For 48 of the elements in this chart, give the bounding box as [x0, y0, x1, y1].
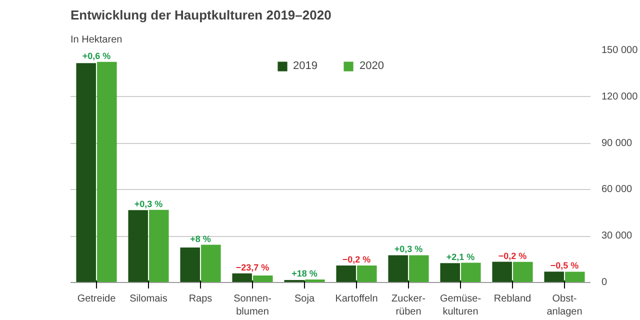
annotation: −0,5 %: [550, 260, 579, 271]
bar: [357, 266, 377, 282]
bar: [513, 262, 533, 282]
x-tick-label: Kartoffeln: [335, 294, 378, 304]
bar: [492, 262, 512, 282]
legend-label: 2020: [360, 60, 384, 72]
x-tick-label: Sonnen- blumen: [234, 294, 272, 318]
annotation: −0,2 %: [342, 254, 371, 264]
annotation: −23,7 %: [236, 262, 270, 272]
x-tick-label: Silomais: [130, 294, 168, 304]
bar: [149, 210, 169, 282]
annotation: +18 %: [292, 268, 318, 278]
bar: [232, 273, 252, 282]
bar: [544, 272, 564, 282]
annotation: +0,3 %: [134, 198, 163, 209]
x-tick-label: Zucker- rüben: [392, 294, 426, 318]
bar: [253, 276, 273, 282]
y-tick-label: 120 000: [602, 91, 638, 102]
bar: [97, 62, 117, 282]
bar: [388, 255, 408, 282]
bar: [409, 255, 429, 282]
bar: [180, 248, 200, 282]
bar: [128, 210, 148, 282]
annotation: +0,3 %: [394, 244, 423, 254]
x-tick-label: Soja: [294, 294, 315, 304]
annotation: +8 %: [190, 234, 211, 244]
bar: [440, 263, 460, 282]
annotation: −0,2 %: [498, 250, 527, 261]
bar: [565, 272, 585, 282]
x-tick-label: Raps: [188, 294, 212, 304]
y-tick-label: 60 000: [602, 184, 633, 196]
x-tick-label: Rebland: [494, 294, 532, 304]
x-tick-label: Getreide: [77, 294, 116, 304]
bar: [336, 265, 356, 282]
chart-subtitle: In Hektaren: [70, 34, 122, 46]
y-tick-label: 150 000: [602, 45, 638, 56]
bar: [76, 63, 96, 282]
x-tick-label: Gemüse- kulturen: [440, 294, 482, 318]
annotation: +0,6 %: [82, 50, 111, 61]
y-tick-label: 30 000: [602, 230, 633, 242]
legend-label: 2019: [293, 60, 318, 72]
x-tick-label: Obst- anlagen: [546, 294, 582, 318]
annotation: +2,1 %: [446, 252, 475, 262]
chart-title: Entwicklung der Hauptkulturen 2019–2020: [70, 8, 332, 22]
bar: [461, 262, 481, 282]
bar: [201, 244, 221, 282]
y-tick-label: 90 000: [602, 138, 633, 149]
y-tick-label: 0: [602, 277, 608, 288]
